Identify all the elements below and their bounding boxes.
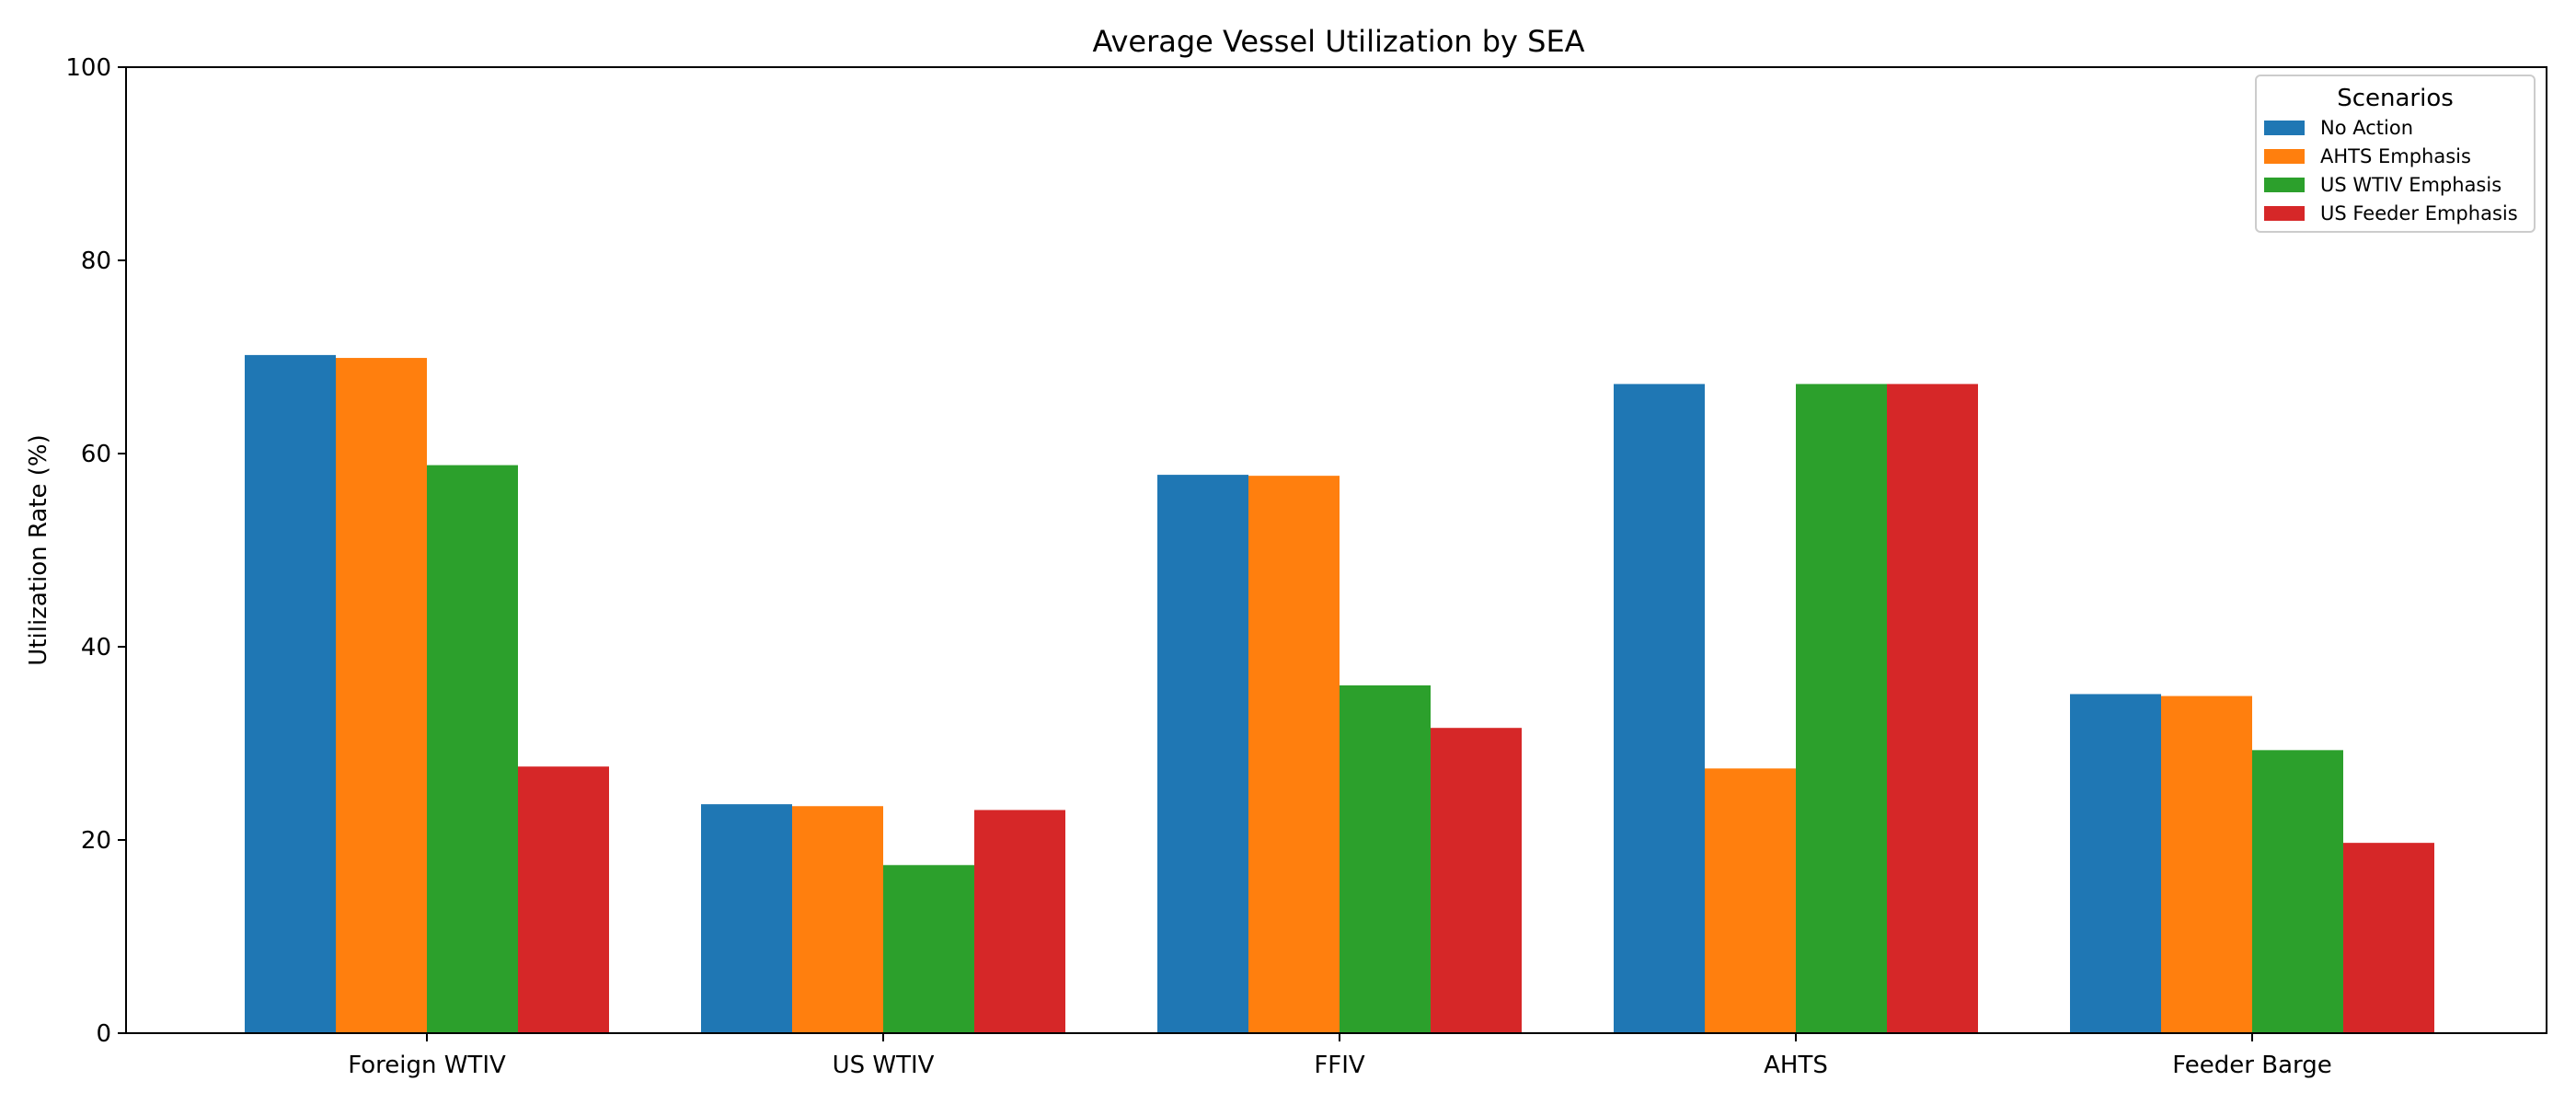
bar (2252, 750, 2343, 1033)
bar (2161, 696, 2252, 1033)
x-tick-label: AHTS (1764, 1052, 1828, 1079)
y-tick-label: 20 (81, 827, 111, 855)
x-tick-label: Foreign WTIV (348, 1052, 506, 1079)
bar (245, 354, 336, 1033)
legend-entry-label: No Action (2320, 117, 2413, 139)
legend-entry-label: US WTIV Emphasis (2320, 174, 2501, 196)
bar (1614, 384, 1705, 1033)
legend: Scenarios No Action AHTS Emphasis US WTIV E… (2255, 75, 2536, 233)
legend-entry-label: AHTS Emphasis (2320, 145, 2471, 167)
y-tick-label: 40 (81, 634, 111, 661)
bar (518, 766, 609, 1033)
y-axis-label: Utilization Rate (%) (25, 434, 52, 665)
legend-swatch (2264, 149, 2305, 164)
bar (792, 806, 883, 1033)
legend-swatch (2264, 178, 2305, 192)
bar (1431, 728, 1522, 1033)
plot-frame (125, 66, 2547, 1034)
bar (701, 804, 792, 1033)
x-tick-label: US WTIV (833, 1052, 935, 1079)
legend-title: Scenarios (2337, 85, 2454, 112)
bar (883, 865, 974, 1033)
plot-area: 0 20 40 60 80 100 Foreign WTIV US WTIV FFIV AHTS F… (65, 54, 2547, 1079)
bar (427, 465, 518, 1034)
bar (1157, 475, 1248, 1033)
bar (1887, 384, 1978, 1033)
y-tick-label: 60 (81, 441, 111, 468)
bar (1340, 685, 1431, 1033)
legend-entry-label: US Feeder Emphasis (2320, 202, 2518, 224)
x-tick-label: FFIV (1314, 1052, 1365, 1079)
legend-swatch (2264, 206, 2305, 221)
legend-box (2255, 75, 2536, 233)
bar (1705, 768, 1796, 1033)
bar (336, 358, 427, 1033)
x-tick-label: Feeder Barge (2172, 1052, 2331, 1079)
bar (1248, 476, 1340, 1033)
bar (2070, 694, 2161, 1033)
y-tick-label: 100 (65, 54, 111, 82)
legend-swatch (2264, 121, 2305, 135)
bar (974, 810, 1065, 1033)
y-tick-label: 0 (96, 1020, 111, 1048)
y-tick-label: 80 (81, 247, 111, 275)
chart-title: Average Vessel Utilization by SEA (1092, 24, 1584, 59)
bar (2343, 843, 2434, 1033)
bar (1796, 384, 1887, 1033)
